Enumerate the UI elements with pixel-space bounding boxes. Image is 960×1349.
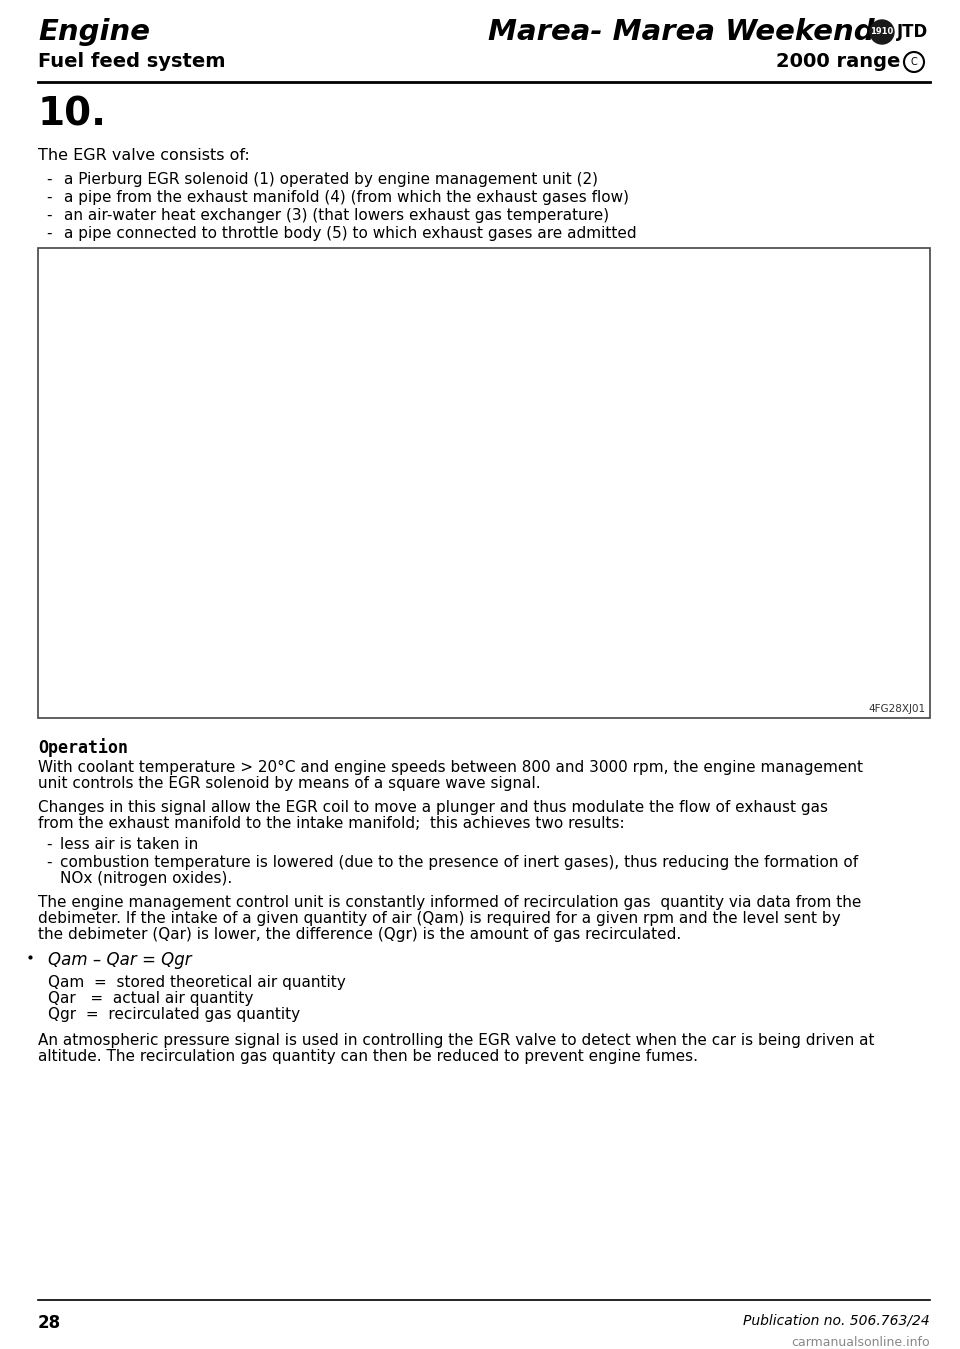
Text: -: -: [46, 208, 52, 223]
Text: Fuel feed system: Fuel feed system: [38, 53, 226, 71]
Text: 2000 range: 2000 range: [776, 53, 900, 71]
Text: JTD: JTD: [897, 23, 928, 40]
Text: Changes in this signal allow the EGR coil to move a plunger and thus modulate th: Changes in this signal allow the EGR coi…: [38, 800, 828, 815]
Circle shape: [870, 20, 894, 45]
Text: The EGR valve consists of:: The EGR valve consists of:: [38, 148, 250, 163]
Text: The engine management control unit is constantly informed of recirculation gas  : The engine management control unit is co…: [38, 894, 861, 911]
Text: a pipe from the exhaust manifold (4) (from which the exhaust gases flow): a pipe from the exhaust manifold (4) (fr…: [64, 190, 629, 205]
Text: 1910: 1910: [871, 27, 894, 36]
Text: -: -: [46, 836, 52, 853]
Text: 4FG28XJ01: 4FG28XJ01: [869, 704, 926, 714]
Text: an air-water heat exchanger (3) (that lowers exhaust gas temperature): an air-water heat exchanger (3) (that lo…: [64, 208, 610, 223]
Text: 10.: 10.: [38, 94, 107, 134]
Text: a pipe connected to throttle body (5) to which exhaust gases are admitted: a pipe connected to throttle body (5) to…: [64, 227, 636, 241]
Text: less air is taken in: less air is taken in: [60, 836, 199, 853]
Text: 28: 28: [38, 1314, 61, 1331]
Text: Engine: Engine: [38, 18, 150, 46]
Text: Qar   =  actual air quantity: Qar = actual air quantity: [48, 992, 253, 1006]
Text: combustion temperature is lowered (due to the presence of inert gases), thus red: combustion temperature is lowered (due t…: [60, 855, 858, 870]
Text: the debimeter (Qar) is lower, the difference (Qgr) is the amount of gas recircul: the debimeter (Qar) is lower, the differ…: [38, 927, 682, 942]
Text: from the exhaust manifold to the intake manifold;  this achieves two results:: from the exhaust manifold to the intake …: [38, 816, 625, 831]
Text: debimeter. If the intake of a given quantity of air (Qam) is required for a give: debimeter. If the intake of a given quan…: [38, 911, 841, 925]
Text: Qgr  =  recirculated gas quantity: Qgr = recirculated gas quantity: [48, 1006, 300, 1023]
Text: Qam  =  stored theoretical air quantity: Qam = stored theoretical air quantity: [48, 975, 346, 990]
Text: Marea- Marea Weekend: Marea- Marea Weekend: [489, 18, 875, 46]
Text: -: -: [46, 173, 52, 188]
Text: unit controls the EGR solenoid by means of a square wave signal.: unit controls the EGR solenoid by means …: [38, 776, 540, 791]
Text: -: -: [46, 227, 52, 241]
Text: a Pierburg EGR solenoid (1) operated by engine management unit (2): a Pierburg EGR solenoid (1) operated by …: [64, 173, 598, 188]
Text: -: -: [46, 190, 52, 205]
Text: Operation: Operation: [38, 738, 128, 757]
Text: altitude. The recirculation gas quantity can then be reduced to prevent engine f: altitude. The recirculation gas quantity…: [38, 1050, 698, 1064]
Bar: [38, 248, 930, 718]
Text: carmanualsonline.info: carmanualsonline.info: [791, 1336, 930, 1349]
Text: Publication no. 506.763/24: Publication no. 506.763/24: [743, 1314, 930, 1327]
Text: C: C: [911, 57, 918, 67]
Text: With coolant temperature > 20°C and engine speeds between 800 and 3000 rpm, the : With coolant temperature > 20°C and engi…: [38, 759, 863, 776]
Text: -: -: [46, 855, 52, 870]
Text: An atmospheric pressure signal is used in controlling the EGR valve to detect wh: An atmospheric pressure signal is used i…: [38, 1033, 875, 1048]
Text: Qam – Qar = Qgr: Qam – Qar = Qgr: [48, 951, 192, 969]
Text: NOx (nitrogen oxides).: NOx (nitrogen oxides).: [60, 871, 232, 886]
